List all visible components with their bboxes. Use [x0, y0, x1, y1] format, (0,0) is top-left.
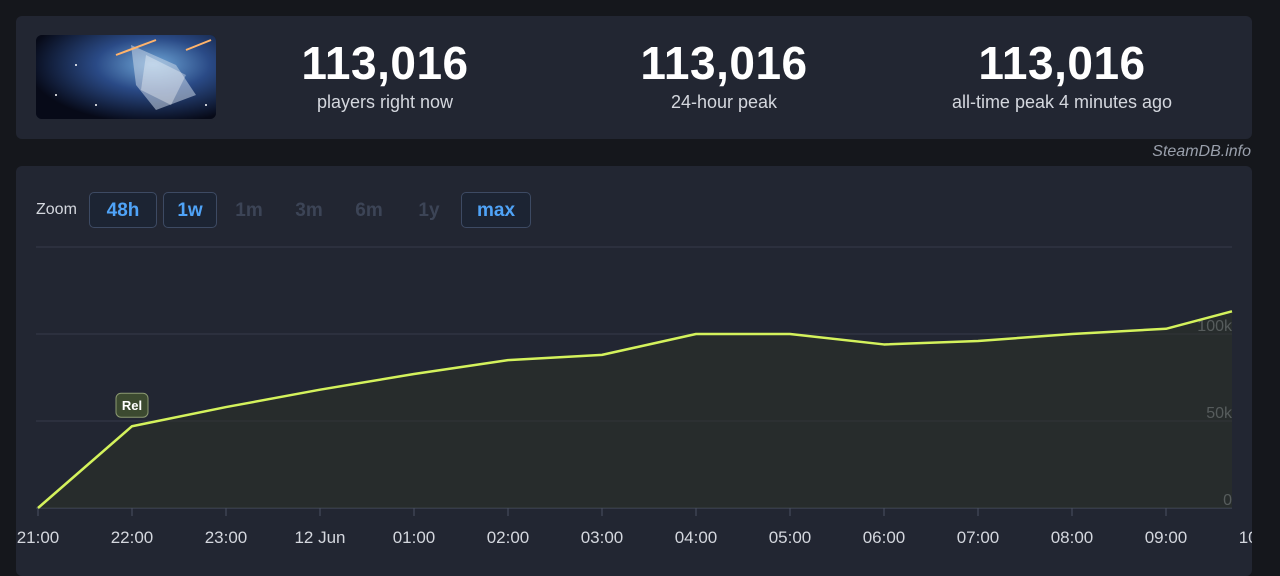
- x-tick-label: 07:00: [957, 528, 1000, 547]
- x-tick-label: 05:00: [769, 528, 812, 547]
- zoom-button-1w[interactable]: 1w: [163, 192, 217, 228]
- zoom-label: Zoom: [36, 201, 77, 218]
- x-tick-label: 22:00: [111, 528, 154, 547]
- x-tick-label: 23:00: [205, 528, 248, 547]
- zoom-button-1y: 1y: [418, 200, 440, 221]
- x-tick-label: 04:00: [675, 528, 718, 547]
- game-thumbnail[interactable]: [36, 35, 216, 119]
- x-tick-label: 03:00: [581, 528, 624, 547]
- x-tick-label: 10:00: [1239, 528, 1252, 547]
- all-time-peak-label: all-time peak 4 minutes ago: [951, 92, 1173, 112]
- x-tick-label: 09:00: [1145, 528, 1188, 547]
- stat-current-players: 113,016 players right now: [235, 38, 535, 113]
- zoom-button-3m: 3m: [295, 200, 323, 221]
- x-tick-label: 01:00: [393, 528, 436, 547]
- x-tick-label: 21:00: [17, 528, 60, 547]
- x-tick-label: 02:00: [487, 528, 530, 547]
- x-tick-label: 08:00: [1051, 528, 1094, 547]
- zoom-button-max[interactable]: max: [461, 192, 531, 228]
- peak-24h-value: 113,016: [640, 37, 808, 89]
- current-players-value: 113,016: [301, 37, 469, 89]
- series-line: [37, 310, 1233, 509]
- stat-all-time-peak: 113,016 all-time peak 4 minutes ago: [912, 38, 1212, 113]
- zoom-button-1m: 1m: [235, 200, 263, 221]
- steamdb-credit[interactable]: SteamDB.info: [1152, 143, 1251, 160]
- x-tick-label: 06:00: [863, 528, 906, 547]
- game-art-image: [36, 35, 216, 119]
- series-area: [38, 311, 1232, 508]
- peak-24h-label: 24-hour peak: [670, 92, 778, 112]
- stat-24h-peak: 113,016 24-hour peak: [574, 38, 874, 113]
- zoom-button-6m: 6m: [355, 200, 383, 221]
- zoom-button-48h[interactable]: 48h: [89, 192, 157, 228]
- stats-panel: 113,016 players right now 113,016 24-hou…: [16, 16, 1252, 139]
- current-players-label: players right now: [316, 92, 454, 112]
- release-marker: [115, 392, 149, 418]
- release-marker-label: Rel: [122, 398, 142, 413]
- x-tick-label: 12 Jun: [294, 528, 345, 547]
- all-time-peak-value: 113,016: [978, 37, 1146, 89]
